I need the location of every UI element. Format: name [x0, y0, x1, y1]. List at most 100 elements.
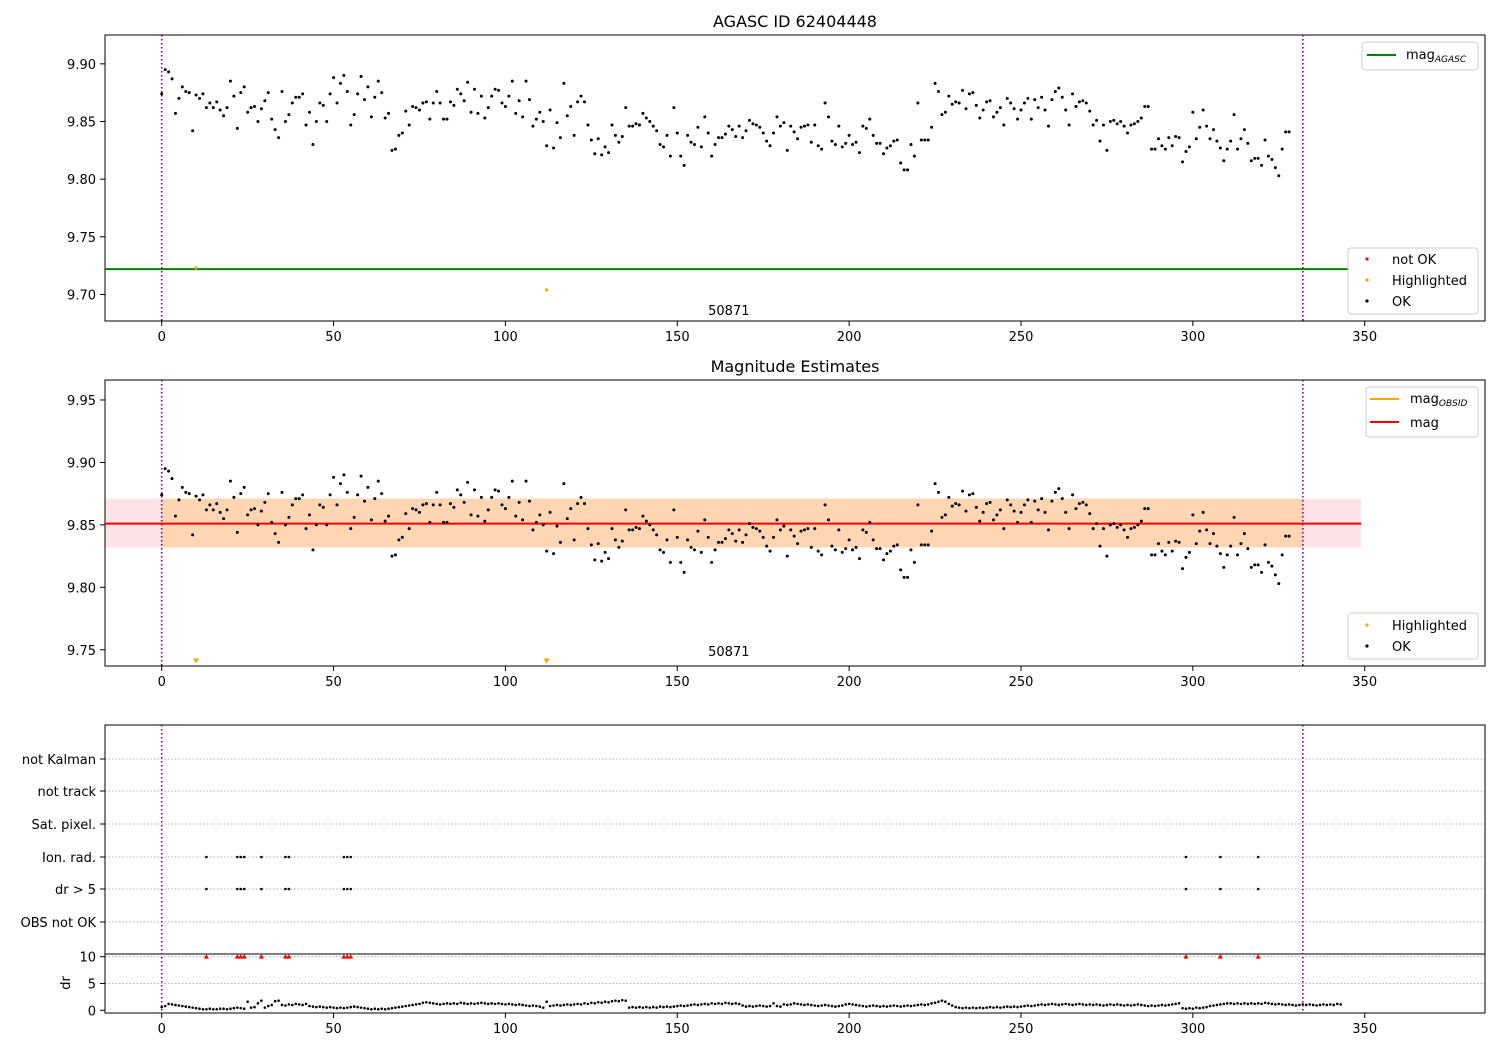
- ok-point: [916, 503, 920, 507]
- dr-point: [383, 1007, 387, 1011]
- dr-point: [297, 1003, 301, 1006]
- ok-point: [981, 510, 985, 514]
- ok-point: [373, 497, 377, 501]
- dr-point: [1315, 1004, 1318, 1007]
- dr-point: [844, 1003, 847, 1006]
- dr-point: [401, 1005, 404, 1008]
- ok-point: [1222, 159, 1226, 163]
- ok-point: [1002, 527, 1006, 531]
- ok-point: [256, 523, 260, 527]
- ok-point: [490, 495, 494, 499]
- ok-point: [837, 124, 841, 128]
- ok-point: [335, 101, 339, 105]
- dr-point: [198, 1007, 201, 1011]
- ok-point: [173, 111, 177, 115]
- dr-point: [359, 1006, 363, 1009]
- y-tick-label: 10: [79, 951, 96, 966]
- dr-point: [614, 999, 617, 1002]
- dr-point: [473, 1002, 476, 1006]
- dr-point: [352, 1005, 356, 1008]
- ok-point: [431, 101, 435, 105]
- dr-point: [1201, 1006, 1205, 1009]
- ok-point: [1160, 144, 1164, 148]
- ok-point: [644, 519, 648, 523]
- ok-point: [404, 109, 408, 113]
- dr-point: [342, 1006, 346, 1010]
- ok-point: [840, 145, 844, 149]
- ok-point: [586, 527, 590, 531]
- dr-point: [1160, 1003, 1164, 1007]
- dr-point: [882, 1004, 885, 1008]
- dr-point: [366, 1007, 370, 1011]
- dr-point: [1071, 1003, 1074, 1007]
- x-tick-label: 250: [1009, 330, 1034, 345]
- dr-point: [1091, 1003, 1095, 1007]
- dr-point: [761, 1004, 765, 1008]
- dr-point: [978, 1006, 982, 1009]
- flag-row-label: not track: [37, 785, 96, 800]
- ok-point: [1229, 544, 1233, 548]
- ok-point: [1266, 560, 1270, 564]
- y-tick-label: 0: [88, 1004, 96, 1019]
- ok-point: [686, 133, 690, 137]
- dr-point: [576, 1002, 579, 1006]
- ok-point: [462, 99, 466, 103]
- ok-point: [885, 552, 889, 556]
- ok-point: [1101, 527, 1105, 531]
- ok-point: [899, 161, 903, 165]
- ok-point: [366, 485, 370, 489]
- ok-point: [1077, 100, 1081, 104]
- ok-point: [503, 507, 507, 511]
- flag-point: [284, 855, 287, 859]
- ok-point: [802, 528, 806, 532]
- dr-point: [1119, 1003, 1122, 1007]
- dr-point: [328, 1005, 332, 1009]
- ok-point: [400, 535, 404, 539]
- ok-point: [321, 505, 325, 509]
- dr-point: [627, 1006, 631, 1009]
- ok-point: [827, 518, 831, 522]
- ok-point: [325, 119, 329, 123]
- dr-point: [583, 1002, 586, 1005]
- ok-point: [662, 550, 666, 554]
- ok-point: [160, 92, 164, 96]
- ok-point: [1077, 502, 1081, 506]
- ok-point: [1050, 499, 1054, 503]
- ok-point: [689, 140, 693, 144]
- dr-point: [1249, 1002, 1253, 1005]
- ok-point: [352, 515, 356, 519]
- ok-point: [961, 88, 965, 92]
- ok-point: [277, 540, 281, 544]
- ok-point: [1016, 117, 1020, 121]
- dr-point: [837, 1004, 841, 1008]
- ok-point: [1163, 553, 1167, 557]
- ok-point: [634, 122, 638, 126]
- ok-point: [534, 117, 538, 121]
- ok-point: [263, 99, 267, 103]
- dr-point: [490, 1002, 493, 1005]
- dr-point: [1267, 1002, 1270, 1005]
- flag-point: [346, 887, 349, 891]
- legend-subscript: OBSID: [1439, 399, 1468, 409]
- dr-point: [995, 1005, 999, 1009]
- dr-point: [1291, 1003, 1294, 1007]
- ok-point: [967, 493, 971, 497]
- ok-point: [459, 493, 463, 497]
- dr-point: [865, 1005, 868, 1008]
- ok-point: [184, 90, 188, 94]
- dr-point: [308, 1004, 311, 1008]
- ok-point: [527, 98, 531, 102]
- ok-point: [823, 101, 827, 105]
- ok-point: [1074, 507, 1078, 511]
- ok-point: [961, 489, 965, 493]
- dr-point: [1078, 1002, 1081, 1006]
- dr-axis-label: dr: [59, 976, 74, 990]
- ok-point: [380, 492, 384, 496]
- dr-point: [191, 1006, 194, 1009]
- ok-point: [369, 115, 373, 119]
- dr-point: [1181, 1006, 1184, 1010]
- ok-point: [507, 495, 511, 499]
- agasc-magnitude-panel: AGASC ID 62404448 50871 0 50 100 150 200 250 30…: [67, 12, 1486, 345]
- ok-point: [283, 523, 287, 527]
- ok-point: [620, 539, 624, 543]
